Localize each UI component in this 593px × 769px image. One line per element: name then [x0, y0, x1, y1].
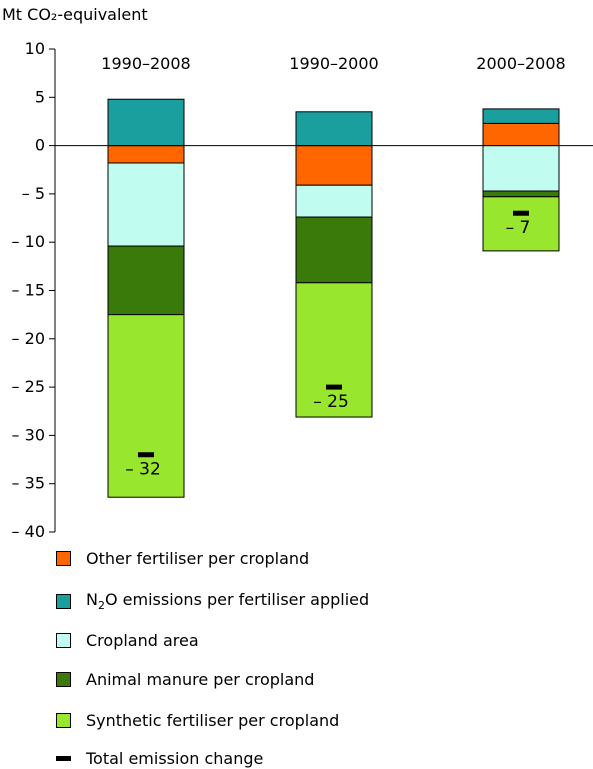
legend-swatch: [56, 671, 71, 687]
bar-segment: [482, 145, 560, 192]
total-label: – 7: [506, 218, 531, 238]
bar-segment: [295, 216, 373, 284]
category-labels: 1990–2008 1990–2000 2000–2008: [101, 54, 565, 73]
legend-label: Other fertiliser per cropland: [86, 548, 310, 568]
bar-segment: [107, 162, 185, 247]
legend-label: Total emission change: [86, 748, 264, 768]
bar-segment: [107, 245, 185, 316]
bar-segment: [482, 122, 560, 147]
legend-swatch: [56, 593, 71, 609]
bar-segment: [482, 196, 560, 252]
bar-segment: [295, 111, 373, 147]
y-tick-label: – 20: [12, 329, 45, 348]
bar-segment: [107, 98, 185, 147]
y-axis-title: Mt CO₂-equivalent: [2, 5, 148, 24]
legend-label: N2O emissions per fertiliser applied: [86, 589, 370, 613]
legend-swatch: [56, 712, 71, 728]
bar-segment: [482, 108, 560, 124]
bars: [107, 98, 560, 498]
legend-swatch: [56, 755, 71, 761]
legend-item: Total emission change: [56, 747, 576, 769]
y-tick-label: – 25: [12, 377, 45, 396]
legend-item: Synthetic fertiliser per cropland: [56, 709, 576, 731]
y-tick-label: 5: [35, 87, 45, 106]
y-tick-label: – 35: [12, 474, 45, 493]
legend-label: Synthetic fertiliser per cropland: [86, 710, 340, 730]
legend-label: Animal manure per cropland: [86, 669, 315, 689]
legend-swatch: [56, 632, 71, 648]
y-tick-label: – 5: [22, 184, 45, 203]
y-tick-label: 10: [25, 39, 45, 58]
total-label: – 32: [125, 460, 161, 480]
category-label: 1990–2000: [289, 54, 378, 73]
y-axis: 10 5 0 – 5 – 10 – 15 – 20 – 25 – 30 – 35 – 40: [12, 39, 56, 541]
y-tick-label: – 40: [12, 522, 45, 541]
total-marker: [138, 452, 154, 458]
bar-segment: [295, 145, 373, 186]
category-label: 2000–2008: [476, 54, 565, 73]
legend-item: N2O emissions per fertiliser applied: [56, 590, 576, 612]
bar-segment: [482, 190, 560, 198]
bar-segment: [107, 145, 185, 164]
legend-item: Other fertiliser per cropland: [56, 547, 576, 569]
total-label: – 25: [313, 392, 349, 412]
legend-item: Cropland area: [56, 629, 576, 651]
total-marker: [326, 384, 342, 390]
total-markers: – 32 – 25 – 7: [125, 210, 531, 480]
legend-label: Cropland area: [86, 630, 199, 650]
y-tick-label: – 10: [12, 232, 45, 251]
bar-segment: [295, 282, 373, 418]
bar-segment: [107, 314, 185, 498]
y-tick-label: – 15: [12, 281, 45, 300]
legend-item: Animal manure per cropland: [56, 668, 576, 690]
total-marker: [513, 210, 529, 216]
bar-segment: [295, 184, 373, 218]
y-tick-label: – 30: [12, 425, 45, 444]
legend-swatch: [56, 550, 71, 566]
y-tick-label: 0: [35, 136, 45, 155]
category-label: 1990–2008: [101, 54, 190, 73]
